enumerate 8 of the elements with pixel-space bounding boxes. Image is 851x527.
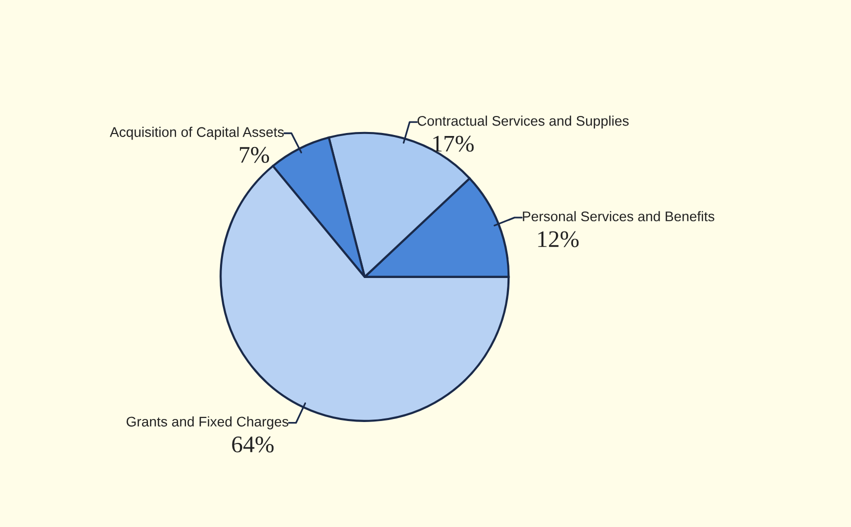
slice-label: Acquisition of Capital Assets	[110, 126, 284, 140]
data-label: 12%	[538, 231, 579, 248]
data-label: 17%	[433, 136, 474, 152]
slice-label: Grants and Fixed Charges	[126, 416, 288, 430]
data-label: 64%	[232, 436, 274, 452]
slice-label: Personal Services and Benefits	[522, 211, 714, 222]
slice-label: Contractual Services and Supplies	[418, 116, 629, 129]
data-label: 7%	[240, 146, 270, 163]
